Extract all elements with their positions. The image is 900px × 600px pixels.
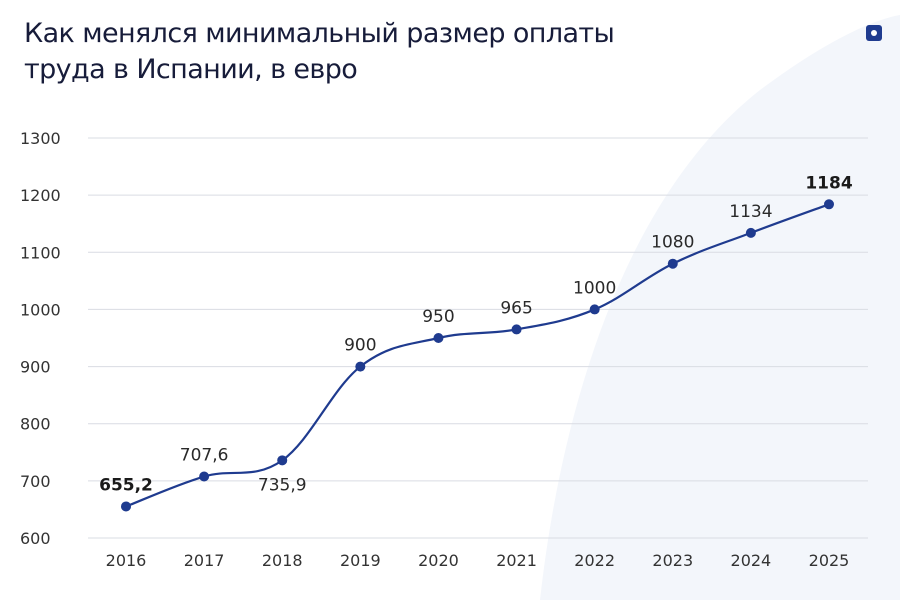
data-label: 1184: [805, 173, 852, 193]
x-tick-label: 2024: [731, 551, 772, 570]
x-tick-label: 2017: [184, 551, 225, 570]
x-tick-label: 2020: [418, 551, 459, 570]
series-line: [125, 203, 830, 508]
x-tick-label: 2023: [652, 551, 693, 570]
x-tick-label: 2021: [496, 551, 537, 570]
y-tick-label: 1000: [20, 300, 61, 319]
y-tick-label: 1100: [20, 243, 61, 262]
y-tick-label: 1300: [20, 129, 61, 148]
data-point: [121, 501, 131, 512]
x-tick-label: 2022: [574, 551, 615, 570]
data-point: [433, 333, 444, 343]
data-point: [667, 258, 678, 269]
y-tick-label: 900: [20, 358, 51, 377]
data-label: 1080: [651, 233, 694, 253]
data-point: [199, 471, 210, 482]
chart-title-line-2: труда в Испании, в евро: [24, 54, 358, 85]
chart-title: Как менялся минимальный размер оплаты тр…: [24, 16, 615, 88]
y-tick-label: 700: [20, 472, 51, 491]
y-tick-label: 1200: [20, 186, 61, 205]
data-label: 900: [344, 336, 376, 356]
data-point: [824, 199, 834, 210]
x-tick-label: 2018: [262, 551, 303, 570]
background-swoosh-shape: [540, 15, 900, 600]
data-point: [511, 324, 522, 335]
x-tick-label: 2019: [340, 551, 381, 570]
square-dot-logo-icon: [866, 25, 882, 41]
x-tick-label: 2016: [106, 551, 147, 570]
chart-title-line-1: Как менялся минимальный размер оплаты: [24, 18, 615, 49]
data-point: [277, 455, 288, 466]
x-tick-label: 2025: [809, 551, 850, 570]
data-label: 707,6: [180, 446, 229, 466]
data-label: 735,9: [258, 475, 307, 495]
data-label: 1134: [729, 202, 772, 222]
data-point: [355, 361, 366, 372]
data-label: 965: [500, 298, 532, 318]
data-label: 1000: [573, 278, 616, 298]
data-point: [745, 227, 756, 238]
data-point: [589, 304, 600, 315]
y-tick-label: 800: [20, 415, 51, 434]
data-label: 950: [422, 307, 454, 327]
data-label: 655,2: [99, 475, 153, 495]
y-tick-label: 600: [20, 529, 51, 548]
